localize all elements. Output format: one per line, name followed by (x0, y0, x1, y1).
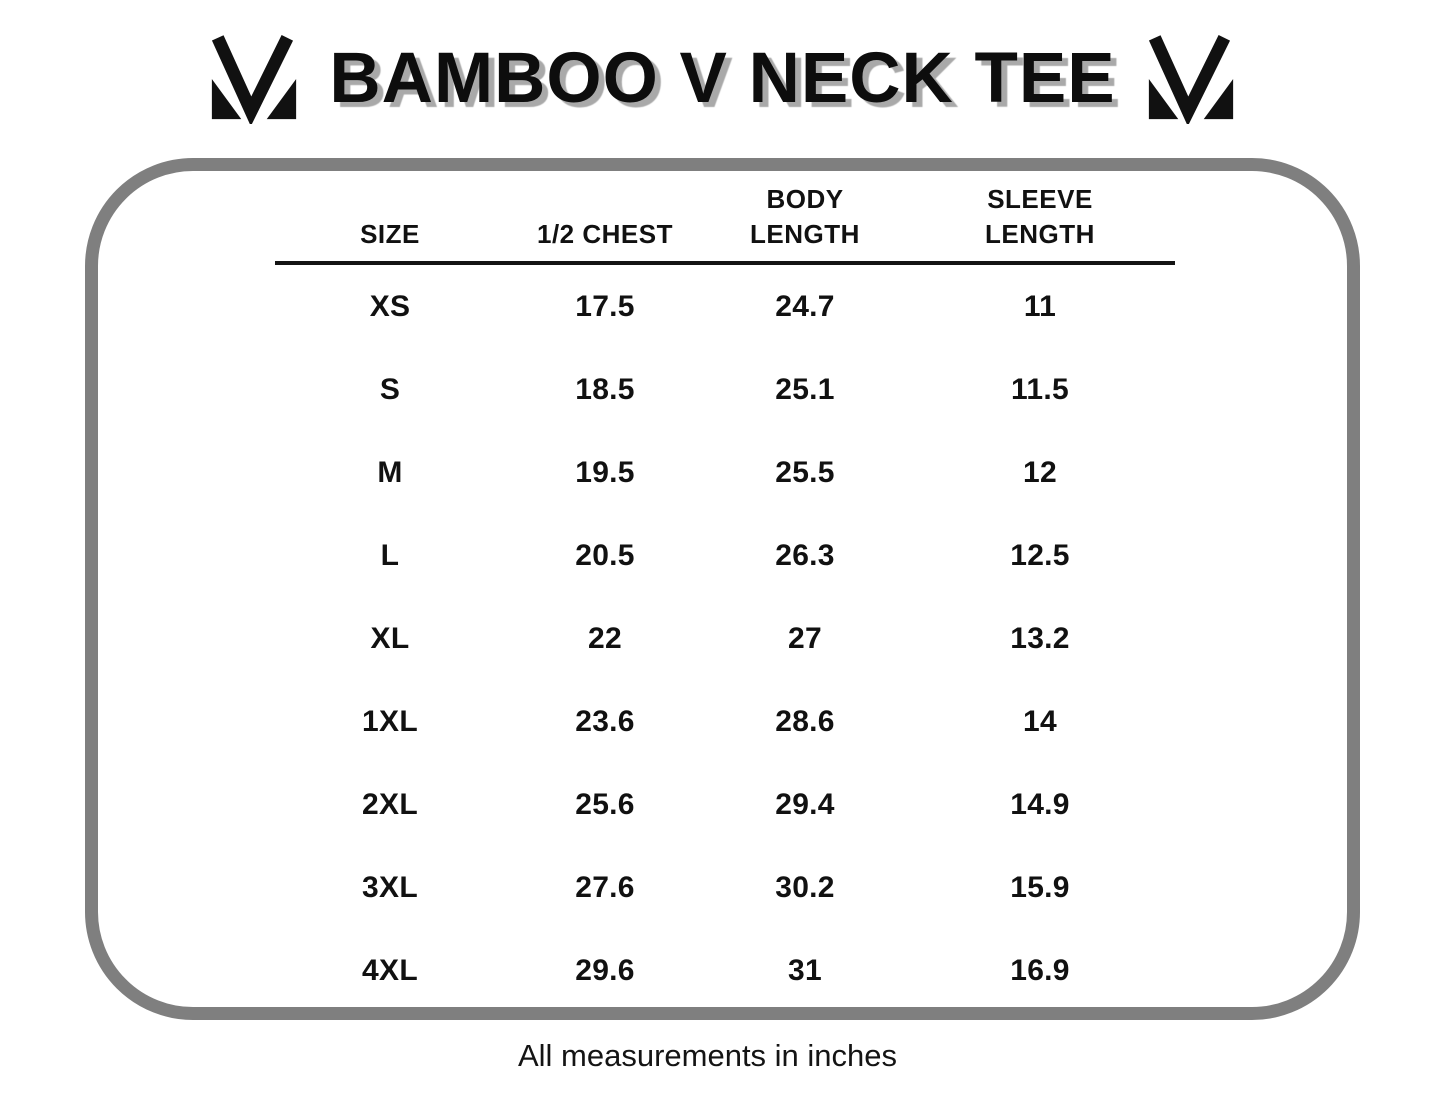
table-header-row: SIZE 1/2 CHEST BODY LENGTH SLEEVE LENGTH (275, 182, 1175, 266)
table-row-l: L 20.5 26.3 12.5 (275, 514, 1175, 597)
sleeve-length-cell: 11.5 (1011, 372, 1069, 406)
column-header-size: SIZE (360, 219, 420, 250)
size-chart-frame (85, 158, 1360, 1020)
size-cell: XS (369, 289, 411, 323)
measurements-note: All measurements in inches (517, 1038, 898, 1073)
sleeve-length-cell: 14 (1023, 704, 1057, 738)
half-chest-cell: 18.5 (575, 372, 635, 406)
title-bar: BAMBOO V NECK TEE (0, 14, 1445, 142)
body-length-cell: 25.5 (775, 455, 835, 489)
half-chest-cell: 20.5 (575, 538, 635, 572)
sleeve-length-cell: 12.5 (1010, 538, 1070, 572)
half-chest-cell: 27.6 (575, 870, 635, 904)
m-logo-icon (1142, 32, 1240, 127)
body-length-cell: 30.2 (775, 870, 835, 904)
table-row-2xl: 2XL 25.6 29.4 14.9 (275, 763, 1175, 846)
sleeve-length-cell: 16.9 (1010, 953, 1070, 987)
size-cell: M (377, 455, 403, 489)
column-header-half-chest: 1/2 CHEST (537, 219, 673, 250)
column-header-body-length: BODY LENGTH (750, 184, 860, 250)
half-chest-cell: 23.6 (575, 704, 635, 738)
body-length-cell: 24.7 (775, 289, 835, 323)
size-cell: 2XL (362, 787, 418, 821)
half-chest-cell: 25.6 (575, 787, 635, 821)
table-body: XS 17.5 24.7 11 S 18.5 25.1 11.5 M 19.5 … (275, 265, 1175, 1012)
size-cell: S (379, 372, 401, 406)
sleeve-length-cell: 12 (1023, 455, 1057, 489)
half-chest-cell: 19.5 (575, 455, 635, 489)
sleeve-length-cell: 15.9 (1010, 870, 1070, 904)
half-chest-cell: 17.5 (575, 289, 635, 323)
page-title: BAMBOO V NECK TEE (329, 38, 1116, 118)
table-row-3xl: 3XL 27.6 30.2 15.9 (275, 846, 1175, 929)
m-logo-icon (205, 32, 303, 127)
body-length-cell: 26.3 (775, 538, 835, 572)
size-cell: 3XL (362, 870, 418, 904)
body-length-cell: 28.6 (775, 704, 835, 738)
table-row-s: S 18.5 25.1 11.5 (275, 348, 1175, 431)
body-length-cell: 27 (788, 621, 822, 655)
half-chest-cell: 29.6 (575, 953, 635, 987)
size-cell: L (380, 538, 400, 572)
table-row-m: M 19.5 25.5 12 (275, 431, 1175, 514)
table-row-1xl: 1XL 23.6 28.6 14 (275, 680, 1175, 763)
body-length-cell: 31 (788, 953, 822, 987)
sleeve-length-cell: 14.9 (1010, 787, 1070, 821)
size-table: SIZE 1/2 CHEST BODY LENGTH SLEEVE LENGTH… (275, 182, 1175, 1012)
table-row-4xl: 4XL 29.6 31 16.9 (275, 929, 1175, 1012)
body-length-cell: 25.1 (775, 372, 835, 406)
size-cell: 1XL (362, 704, 418, 738)
table-row-xl: XL 22 27 13.2 (275, 597, 1175, 680)
sleeve-length-cell: 11 (1023, 289, 1057, 323)
sleeve-length-cell: 13.2 (1010, 621, 1070, 655)
table-row-xs: XS 17.5 24.7 11 (275, 265, 1175, 348)
size-cell: 4XL (362, 953, 418, 987)
half-chest-cell: 22 (588, 621, 622, 655)
column-header-sleeve-length: SLEEVE LENGTH (985, 184, 1095, 250)
body-length-cell: 29.4 (775, 787, 835, 821)
size-cell: XL (370, 621, 410, 655)
